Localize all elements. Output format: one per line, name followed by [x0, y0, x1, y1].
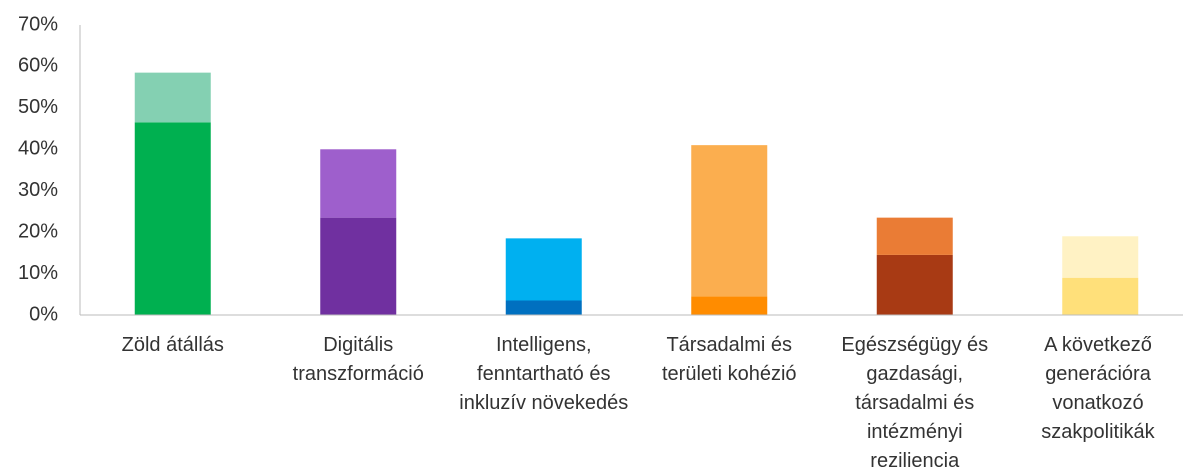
- y-tick-label: 50%: [18, 96, 58, 118]
- x-tick-label: Társadalmi és területi kohézió: [661, 334, 797, 385]
- bar-segment: [876, 254, 953, 315]
- bar-segment: [134, 72, 211, 123]
- x-tick-label: Egészségügy és gazdasági, társadalmi és …: [841, 334, 989, 472]
- bar-segment: [505, 238, 582, 301]
- bar-segment: [505, 300, 582, 315]
- y-tick-label: 10%: [18, 262, 58, 284]
- bar-segment: [134, 122, 211, 315]
- y-tick-label: 60%: [18, 55, 58, 77]
- bar-segment: [876, 217, 953, 255]
- y-tick-label: 30%: [18, 179, 58, 201]
- bar-segment: [1062, 277, 1139, 315]
- bar-segment: [320, 217, 397, 315]
- x-tick-label: Digitális transzformáció: [292, 334, 424, 385]
- bar-segment: [1062, 236, 1139, 278]
- x-tick-label: Intelligens, fenntartható és inkluzív nö…: [459, 334, 629, 414]
- y-tick-label: 40%: [18, 138, 58, 160]
- bar-segment: [691, 296, 768, 315]
- x-tick-label: Zöld átállás: [121, 334, 224, 356]
- bar-segment: [691, 145, 768, 297]
- y-tick-label: 20%: [18, 220, 58, 242]
- x-tick-label: A következő generációra vonatkozó szakpo…: [1041, 334, 1155, 443]
- y-tick-label: 0%: [29, 303, 58, 325]
- y-tick-label: 70%: [18, 13, 58, 35]
- bar-segment: [320, 149, 397, 218]
